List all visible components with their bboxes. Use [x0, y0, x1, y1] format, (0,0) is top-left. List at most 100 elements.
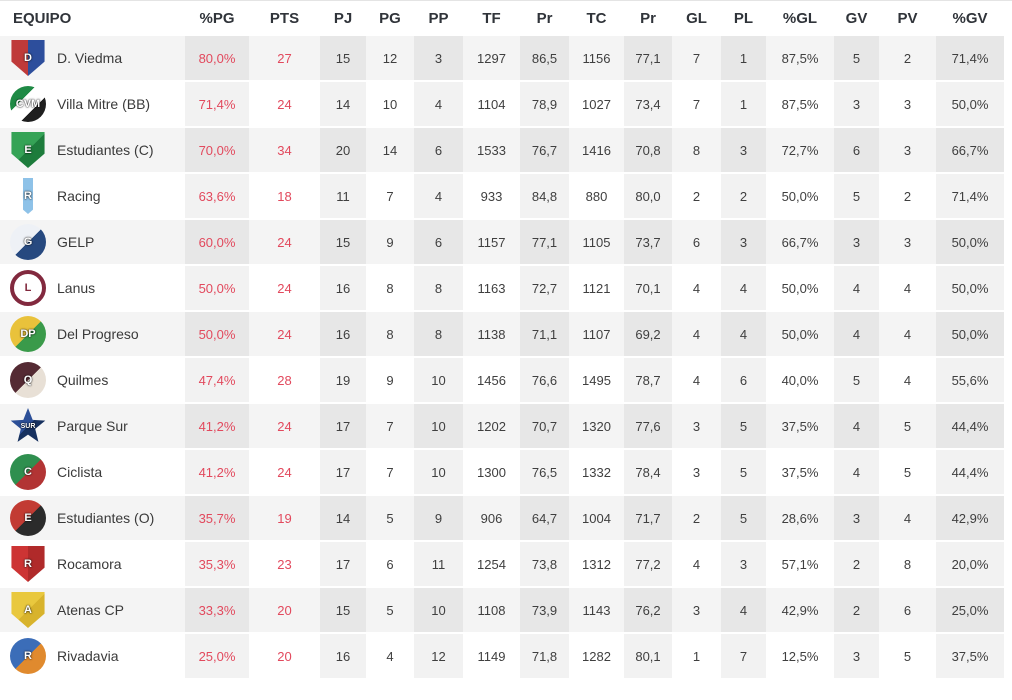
cell-tc: 1312: [569, 541, 624, 588]
column-header-tf[interactable]: TF: [482, 10, 501, 27]
table-row: E Estudiantes (O) 35,7% 19 14 5 9 906 64,7 1004 71…: [0, 495, 1004, 542]
column-header-gv_pct[interactable]: %GV: [952, 10, 988, 27]
team-cell[interactable]: G GELP: [0, 219, 185, 266]
cell-pg_pct: 50,0%: [185, 311, 249, 358]
cell-gl_pct: 42,9%: [766, 587, 834, 634]
cell-pg: 7: [366, 449, 414, 496]
team-link[interactable]: Q Quilmes: [10, 362, 185, 398]
team-link[interactable]: D D. Viedma: [10, 40, 185, 76]
column-header-pp[interactable]: PP: [428, 10, 449, 27]
cell-tc: 1332: [569, 449, 624, 496]
team-cell[interactable]: E Estudiantes (C): [0, 127, 185, 174]
team-cell[interactable]: DP Del Progreso: [0, 311, 185, 358]
team-link[interactable]: CVM Villa Mitre (BB): [10, 86, 185, 122]
team-logo-icon: D: [11, 40, 45, 76]
cell-pv: 3: [879, 219, 936, 266]
team-link[interactable]: R Rocamora: [10, 546, 185, 582]
cell-gl_pct: 57,1%: [766, 541, 834, 588]
cell-pg: 7: [366, 403, 414, 450]
cell-pr1: 86,5: [520, 36, 569, 82]
team-name: Quilmes: [57, 372, 109, 388]
team-name: Lanus: [57, 280, 96, 296]
team-cell[interactable]: L Lanus: [0, 265, 185, 312]
cell-pv: 4: [879, 495, 936, 542]
team-cell[interactable]: R Rocamora: [0, 541, 185, 588]
team-cell[interactable]: D D. Viedma: [0, 36, 185, 82]
team-link[interactable]: E Estudiantes (O): [10, 500, 185, 536]
team-logo-initials: E: [24, 511, 32, 524]
cell-pr2: 71,7: [624, 495, 672, 542]
team-link[interactable]: A Atenas CP: [10, 592, 185, 628]
team-link[interactable]: G GELP: [10, 224, 185, 260]
cell-pv: 4: [879, 311, 936, 358]
team-link[interactable]: C Ciclista: [10, 454, 185, 490]
cell-gl: 8: [672, 127, 721, 174]
column-header-pl[interactable]: PL: [733, 10, 754, 27]
column-header-tc[interactable]: TC: [586, 10, 607, 27]
cell-gv_pct: 44,4%: [936, 449, 1004, 496]
cell-gl_pct: 37,5%: [766, 449, 834, 496]
team-cell[interactable]: A Atenas CP: [0, 587, 185, 634]
cell-pts: 27: [249, 36, 320, 82]
cell-pr1: 73,8: [520, 541, 569, 588]
cell-pl: 4: [721, 265, 766, 312]
column-header-gv[interactable]: GV: [845, 10, 868, 27]
cell-pl: 1: [721, 81, 766, 128]
cell-pj: 15: [320, 587, 366, 634]
column-header-pj[interactable]: PJ: [333, 10, 353, 27]
cell-pr1: 78,9: [520, 81, 569, 128]
team-cell[interactable]: CVM Villa Mitre (BB): [0, 81, 185, 128]
cell-pg_pct: 41,2%: [185, 403, 249, 450]
cell-pl: 7: [721, 633, 766, 680]
team-logo-initials: C: [24, 465, 32, 478]
column-header-pr2[interactable]: Pr: [640, 10, 656, 27]
team-link[interactable]: L Lanus: [10, 270, 185, 306]
cell-pg_pct: 25,0%: [185, 633, 249, 680]
team-link[interactable]: R Racing: [10, 178, 185, 214]
cell-pr1: 71,1: [520, 311, 569, 358]
cell-tf: 1149: [463, 633, 520, 680]
cell-pg_pct: 63,6%: [185, 173, 249, 220]
cell-gv_pct: 20,0%: [936, 541, 1004, 588]
cell-gl: 3: [672, 587, 721, 634]
team-link[interactable]: R Rivadavia: [10, 638, 185, 674]
cell-tf: 1163: [463, 265, 520, 312]
column-header-pg[interactable]: PG: [379, 10, 401, 27]
cell-pg: 7: [366, 173, 414, 220]
column-header-pg_pct[interactable]: %PG: [199, 10, 235, 27]
team-cell[interactable]: E Estudiantes (O): [0, 495, 185, 542]
cell-gv: 2: [834, 541, 879, 588]
team-cell[interactable]: R Rivadavia: [0, 633, 185, 680]
cell-gl_pct: 66,7%: [766, 219, 834, 266]
cell-pp: 8: [414, 311, 463, 358]
cell-pp: 10: [414, 449, 463, 496]
team-logo-icon: R: [10, 638, 46, 674]
cell-gl: 2: [672, 173, 721, 220]
column-header-gl[interactable]: GL: [686, 10, 707, 27]
column-header-pts[interactable]: PTS: [269, 10, 300, 27]
column-header-equipo[interactable]: EQUIPO: [13, 10, 72, 27]
team-link[interactable]: SUR Parque Sur: [10, 408, 185, 444]
cell-pj: 11: [320, 173, 366, 220]
team-link[interactable]: E Estudiantes (C): [10, 132, 185, 168]
team-logo-initials: SUR: [20, 422, 36, 430]
team-cell[interactable]: SUR Parque Sur: [0, 403, 185, 450]
team-logo-icon: C: [10, 454, 46, 490]
team-name: Rivadavia: [57, 648, 119, 664]
team-cell[interactable]: Q Quilmes: [0, 357, 185, 404]
cell-pp: 4: [414, 173, 463, 220]
cell-pg_pct: 80,0%: [185, 36, 249, 82]
column-header-pr1[interactable]: Pr: [536, 10, 553, 27]
team-logo-icon: R: [11, 178, 45, 214]
cell-tc: 1320: [569, 403, 624, 450]
cell-pj: 16: [320, 633, 366, 680]
team-link[interactable]: DP Del Progreso: [10, 316, 185, 352]
team-cell[interactable]: R Racing: [0, 173, 185, 220]
column-header-gl_pct[interactable]: %GL: [782, 10, 818, 27]
team-name: Rocamora: [57, 556, 122, 572]
cell-pr2: 78,4: [624, 449, 672, 496]
team-cell[interactable]: C Ciclista: [0, 449, 185, 496]
column-header-pv[interactable]: PV: [897, 10, 918, 27]
cell-pg_pct: 50,0%: [185, 265, 249, 312]
cell-gl: 6: [672, 219, 721, 266]
